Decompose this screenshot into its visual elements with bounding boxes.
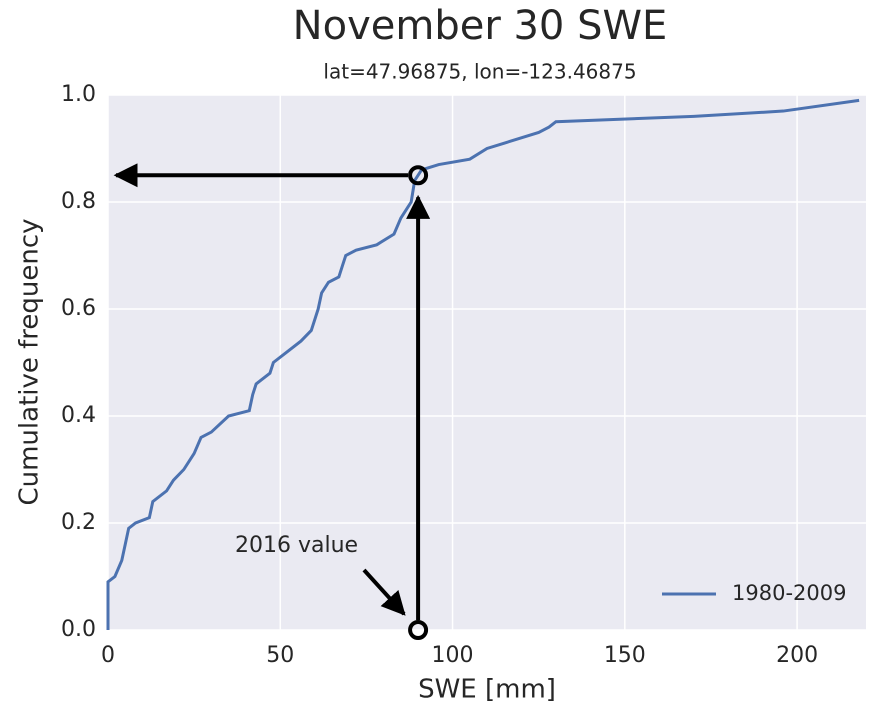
annotation: 2016 value <box>235 533 358 558</box>
value-point <box>408 620 429 640</box>
y-tick-label: 0.0 <box>61 617 96 642</box>
y-axis-label: Cumulative frequency <box>15 218 45 505</box>
x-tick-label: 200 <box>776 643 818 668</box>
y-tick-label: 1.0 <box>61 82 96 107</box>
cdf-line <box>106 98 860 630</box>
x-tick-label: 0 <box>101 643 115 668</box>
x-tick-label: 50 <box>266 643 294 668</box>
x-axis-label: SWE [mm] <box>418 675 556 705</box>
y-tick-label: 0.8 <box>61 189 96 214</box>
chart-subtitle: lat=47.96875, lon=-123.46875 <box>323 60 636 84</box>
legend-label: 1980-2009 <box>732 581 846 605</box>
highlight-point <box>408 165 429 186</box>
y-tick-label: 0.4 <box>61 403 96 428</box>
chart-title: November 30 SWE <box>293 3 668 49</box>
x-tick-label: 100 <box>432 643 474 668</box>
x-tick-label: 150 <box>604 643 646 668</box>
legend: 1980-2009 <box>662 581 846 605</box>
annotation-arrow <box>362 568 406 616</box>
y-tick-label: 0.6 <box>61 296 96 321</box>
y-tick-label: 0.2 <box>61 510 96 535</box>
plot-area <box>108 95 866 630</box>
